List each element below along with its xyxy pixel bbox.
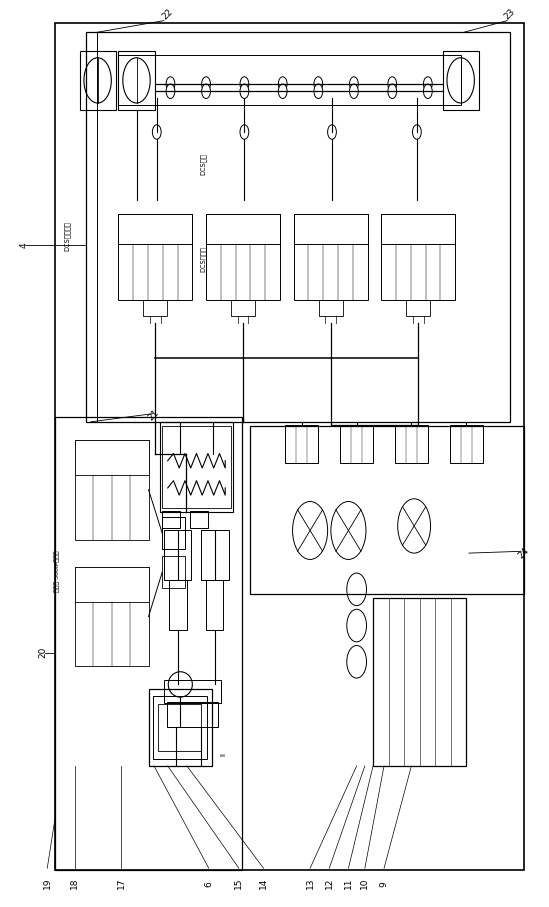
Bar bbox=[340, 424, 373, 463]
Bar bbox=[442, 51, 479, 111]
Text: DCS动能: DCS动能 bbox=[200, 152, 206, 174]
Bar bbox=[55, 24, 524, 870]
Bar bbox=[205, 580, 223, 630]
Text: 15: 15 bbox=[234, 878, 243, 890]
Bar bbox=[163, 556, 185, 588]
Bar bbox=[163, 512, 180, 528]
Text: 20: 20 bbox=[38, 647, 47, 658]
Text: 6: 6 bbox=[204, 881, 214, 886]
Bar bbox=[119, 51, 155, 111]
Bar bbox=[119, 55, 461, 105]
Bar bbox=[164, 680, 221, 703]
Circle shape bbox=[278, 77, 287, 92]
Bar bbox=[169, 580, 187, 630]
Circle shape bbox=[166, 77, 175, 92]
Text: 12: 12 bbox=[325, 878, 334, 890]
Text: DCS控制系统: DCS控制系统 bbox=[64, 221, 71, 251]
Bar bbox=[450, 424, 483, 463]
Bar bbox=[86, 33, 510, 422]
Text: 变频器 500IP接驱器: 变频器 500IP接驱器 bbox=[54, 551, 60, 592]
Circle shape bbox=[388, 77, 396, 92]
Circle shape bbox=[240, 77, 249, 92]
Text: 11: 11 bbox=[344, 878, 353, 890]
Bar bbox=[55, 417, 242, 870]
Bar bbox=[160, 422, 233, 512]
Bar bbox=[159, 705, 200, 750]
Bar bbox=[285, 424, 318, 463]
Circle shape bbox=[314, 84, 323, 99]
Bar bbox=[119, 213, 192, 299]
Text: 4: 4 bbox=[20, 242, 29, 248]
Bar bbox=[153, 697, 206, 758]
Bar bbox=[149, 689, 211, 766]
Text: 23: 23 bbox=[503, 7, 517, 22]
Circle shape bbox=[201, 84, 210, 99]
Text: 18: 18 bbox=[70, 878, 79, 890]
Circle shape bbox=[153, 125, 161, 140]
Bar bbox=[164, 531, 191, 580]
Bar bbox=[250, 426, 524, 594]
Text: II: II bbox=[221, 752, 227, 756]
Text: 22: 22 bbox=[160, 7, 175, 22]
Bar bbox=[382, 213, 455, 244]
Bar bbox=[294, 213, 368, 244]
Circle shape bbox=[240, 84, 249, 99]
Circle shape bbox=[314, 77, 323, 92]
Text: 19: 19 bbox=[43, 878, 52, 890]
Bar bbox=[201, 531, 228, 580]
Circle shape bbox=[412, 125, 421, 140]
Bar bbox=[190, 512, 208, 528]
Bar bbox=[395, 424, 428, 463]
Text: DCS控制柜: DCS控制柜 bbox=[200, 246, 206, 272]
Bar bbox=[406, 299, 430, 316]
Bar bbox=[143, 299, 167, 316]
Bar bbox=[294, 213, 368, 299]
Text: 17: 17 bbox=[117, 878, 126, 890]
Text: 21: 21 bbox=[147, 408, 161, 423]
Text: 10: 10 bbox=[360, 878, 369, 890]
Bar bbox=[206, 213, 280, 244]
Circle shape bbox=[328, 125, 337, 140]
Bar bbox=[318, 299, 343, 316]
Bar bbox=[166, 702, 217, 727]
Circle shape bbox=[350, 84, 358, 99]
Text: 9: 9 bbox=[379, 881, 389, 886]
Circle shape bbox=[201, 77, 210, 92]
Text: 24: 24 bbox=[517, 546, 531, 561]
Circle shape bbox=[423, 84, 432, 99]
Bar bbox=[231, 299, 255, 316]
Circle shape bbox=[166, 84, 175, 99]
Bar bbox=[163, 426, 231, 508]
Bar bbox=[119, 213, 192, 244]
Bar bbox=[75, 567, 149, 667]
Bar bbox=[75, 567, 149, 601]
Bar bbox=[80, 51, 116, 111]
Circle shape bbox=[423, 77, 432, 92]
Bar bbox=[75, 440, 149, 540]
Circle shape bbox=[278, 84, 287, 99]
Bar bbox=[206, 213, 280, 299]
Circle shape bbox=[388, 84, 396, 99]
Circle shape bbox=[240, 125, 249, 140]
Bar bbox=[75, 440, 149, 474]
Bar bbox=[163, 517, 185, 549]
Bar bbox=[373, 599, 466, 766]
Circle shape bbox=[350, 77, 358, 92]
Bar bbox=[382, 213, 455, 299]
Text: 14: 14 bbox=[259, 878, 268, 890]
Text: 13: 13 bbox=[306, 878, 315, 890]
